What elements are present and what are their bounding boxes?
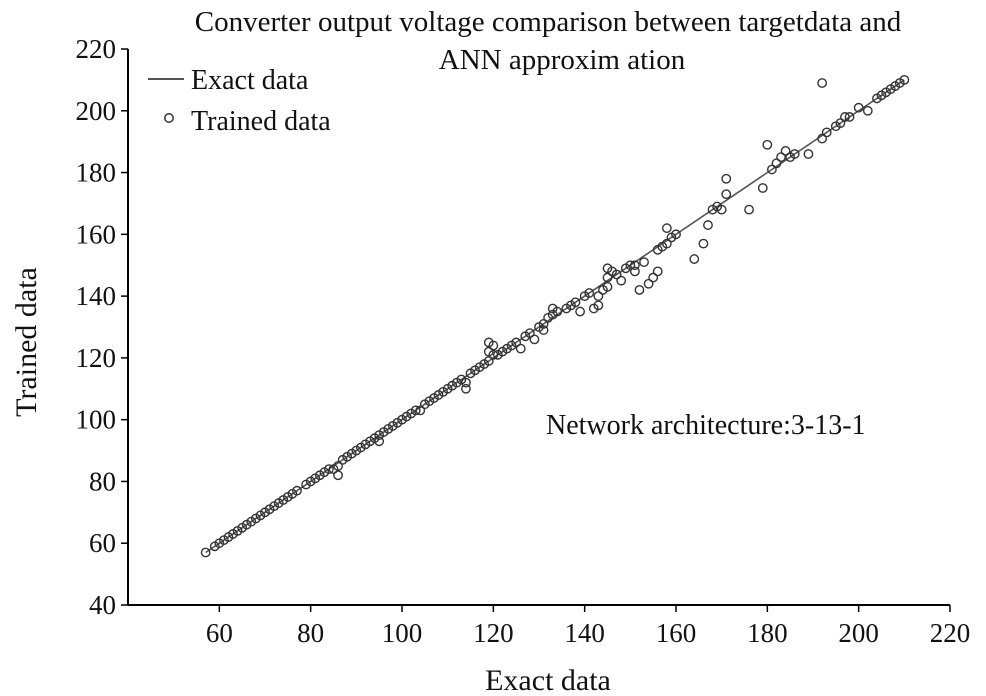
trained-data-point <box>703 220 713 230</box>
trained-data-point <box>630 266 640 277</box>
legend-label-exact-data: Exact data <box>191 65 309 96</box>
trained-data-point <box>292 485 302 496</box>
x-tick-label: 80 <box>297 618 324 648</box>
trained-data-point <box>767 164 777 175</box>
y-tick-label: 80 <box>89 466 116 496</box>
trained-data-point <box>200 547 211 558</box>
trained-data-point <box>511 337 522 348</box>
legend-marker-swatch <box>164 113 174 123</box>
trained-data-point <box>593 300 604 311</box>
trained-data-point <box>529 334 540 345</box>
exact-data-line <box>205 79 905 554</box>
trained-data-point <box>593 291 604 302</box>
trained-data-point <box>483 356 494 366</box>
y-tick-label: 140 <box>76 281 117 311</box>
legend-label-trained-data: Trained data <box>191 106 331 137</box>
trained-data-point <box>374 436 385 447</box>
trained-data-point <box>661 238 672 249</box>
y-axis-ticks: 40 60 80 100 120 140 160 180 200 220 <box>76 34 128 620</box>
trained-data-point <box>721 173 732 184</box>
trained-data-point <box>524 328 535 339</box>
trained-data-point <box>630 260 640 271</box>
trained-data-point <box>698 238 709 249</box>
trained-data-point <box>648 272 659 283</box>
trained-data-point <box>689 254 700 264</box>
x-tick-label: 200 <box>838 618 879 648</box>
trained-data-point <box>602 281 613 292</box>
trained-data-point <box>817 133 828 144</box>
trained-data-point <box>333 470 343 481</box>
trained-data-point <box>461 377 471 388</box>
x-tick-label: 140 <box>564 618 605 648</box>
plot-axes <box>127 49 950 606</box>
trained-data-point <box>575 306 585 317</box>
trained-data-point <box>643 278 654 289</box>
trained-data-point <box>410 405 421 416</box>
trained-data-point <box>488 340 499 351</box>
trained-data-point <box>652 266 663 277</box>
trained-data-point <box>862 105 873 116</box>
y-tick-label: 100 <box>76 405 117 435</box>
trained-data-point <box>671 229 681 240</box>
trained-data-point <box>899 74 910 85</box>
trained-data-point <box>415 405 426 416</box>
chart-title: Converter output voltage comparison betw… <box>195 6 902 38</box>
trained-data-point <box>661 223 672 234</box>
x-tick-label: 60 <box>206 618 233 648</box>
trained-data-point <box>611 269 622 280</box>
trained-data-point <box>762 139 773 150</box>
y-tick-label: 200 <box>76 96 117 126</box>
trained-data-point <box>584 288 595 298</box>
exact-data-series <box>205 79 905 554</box>
x-tick-label: 120 <box>473 618 514 648</box>
trained-data-point <box>538 325 549 335</box>
trained-data-point <box>840 112 850 122</box>
y-tick-label: 120 <box>76 343 117 373</box>
trained-data-point <box>634 285 645 295</box>
trained-data-point <box>821 127 832 138</box>
network-architecture-annotation: Network architecture:3-13-1 <box>546 410 866 441</box>
trained-data-point <box>461 383 471 394</box>
trained-data-point <box>552 306 563 317</box>
trained-data-point <box>488 349 499 360</box>
trained-data-point <box>625 260 636 271</box>
legend: Exact data Trained data <box>148 65 331 137</box>
trained-data-point <box>570 297 581 308</box>
trained-data-point <box>721 189 732 200</box>
y-tick-label: 160 <box>76 219 117 249</box>
trained-data-point <box>602 272 613 283</box>
x-tick-label: 220 <box>930 618 971 648</box>
x-tick-label: 180 <box>747 618 788 648</box>
trained-data-point <box>835 118 846 129</box>
chart-subtitle: ANN approxim ation <box>439 44 686 76</box>
trained-data-point <box>538 319 549 329</box>
x-axis-ticks: 60 80 100 120 140 160 180 200 220 <box>206 605 970 648</box>
trained-data-point <box>817 78 828 88</box>
trained-data-point <box>616 275 627 286</box>
y-tick-label: 60 <box>89 528 116 558</box>
trained-data-point <box>515 343 526 354</box>
trained-data-point <box>757 183 768 193</box>
trained-data-point <box>744 204 754 215</box>
x-tick-label: 100 <box>382 618 423 648</box>
y-axis-title: Trained data <box>10 267 43 417</box>
x-tick-label: 160 <box>656 618 697 648</box>
trained-data-point <box>844 112 855 122</box>
trained-data-series <box>200 74 910 558</box>
trained-data-point <box>324 464 334 474</box>
trained-data-point <box>776 152 786 163</box>
trained-data-point <box>333 461 343 471</box>
trained-data-point <box>716 204 727 215</box>
y-tick-label: 180 <box>76 158 117 188</box>
trained-data-point <box>789 149 800 159</box>
y-tick-label: 40 <box>89 590 116 620</box>
trained-data-point <box>803 149 814 159</box>
trained-data-point <box>639 257 649 268</box>
trained-data-point <box>771 158 782 169</box>
trained-data-point <box>780 146 791 156</box>
trained-data-point <box>853 102 864 113</box>
y-tick-label: 220 <box>76 34 117 64</box>
x-axis-title: Exact data <box>485 664 611 696</box>
